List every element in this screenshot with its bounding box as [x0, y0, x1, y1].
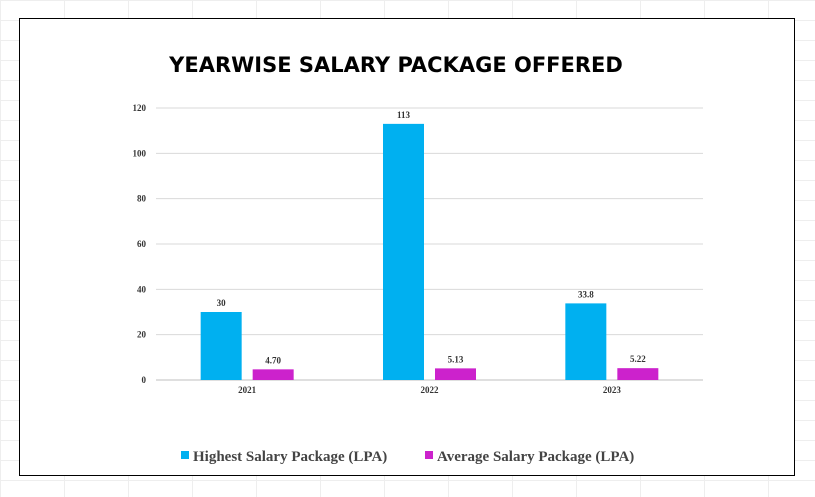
- y-tick-label: 100: [133, 148, 147, 158]
- y-tick-label: 60: [137, 239, 147, 249]
- bar: [252, 369, 294, 380]
- legend-label: Highest Salary Package (LPA): [193, 449, 387, 465]
- gridlines: [156, 107, 703, 381]
- y-tick-label: 40: [137, 284, 147, 294]
- data-label: 5.13: [448, 354, 464, 364]
- y-axis-ticks: 0 20 40 60 80 100 120: [133, 103, 147, 385]
- y-tick-label: 0: [142, 375, 147, 385]
- data-label: 4.70: [265, 355, 281, 365]
- chart-title: YEARWISE SALARY PACKAGE OFFERED: [168, 53, 623, 77]
- legend-swatch: [181, 451, 189, 459]
- x-tick-label: 2021: [238, 385, 257, 395]
- x-tick-label: 2022: [421, 385, 440, 395]
- bars: [200, 123, 659, 380]
- y-tick-label: 80: [137, 194, 147, 204]
- bar: [565, 303, 607, 380]
- x-tick-label: 2023: [603, 385, 622, 395]
- data-labels: 30 4.70 113 5.13 33.8 5.22: [217, 110, 647, 365]
- bar: [617, 368, 659, 380]
- bar: [435, 368, 476, 380]
- bar-chart: YEARWISE SALARY PACKAGE OFFERED 0 20 40 60 8…: [133, 53, 703, 465]
- legend-swatch: [425, 451, 433, 459]
- chart-frame: YEARWISE SALARY PACKAGE OFFERED 0 20 40 60 8…: [19, 18, 795, 476]
- data-label: 113: [397, 110, 411, 120]
- y-tick-label: 20: [137, 330, 147, 340]
- data-label: 33.8: [578, 289, 594, 299]
- bar: [383, 123, 424, 380]
- legend: Highest Salary Package (LPA) Average Sala…: [181, 449, 634, 465]
- y-tick-label: 120: [133, 103, 147, 113]
- data-label: 5.22: [630, 354, 646, 364]
- legend-label: Average Salary Package (LPA): [437, 449, 634, 465]
- x-axis-ticks: 2021 2022 2023: [238, 385, 621, 395]
- data-label: 30: [217, 298, 227, 308]
- bar: [200, 312, 242, 380]
